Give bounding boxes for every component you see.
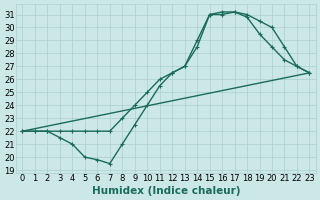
- X-axis label: Humidex (Indice chaleur): Humidex (Indice chaleur): [92, 186, 240, 196]
